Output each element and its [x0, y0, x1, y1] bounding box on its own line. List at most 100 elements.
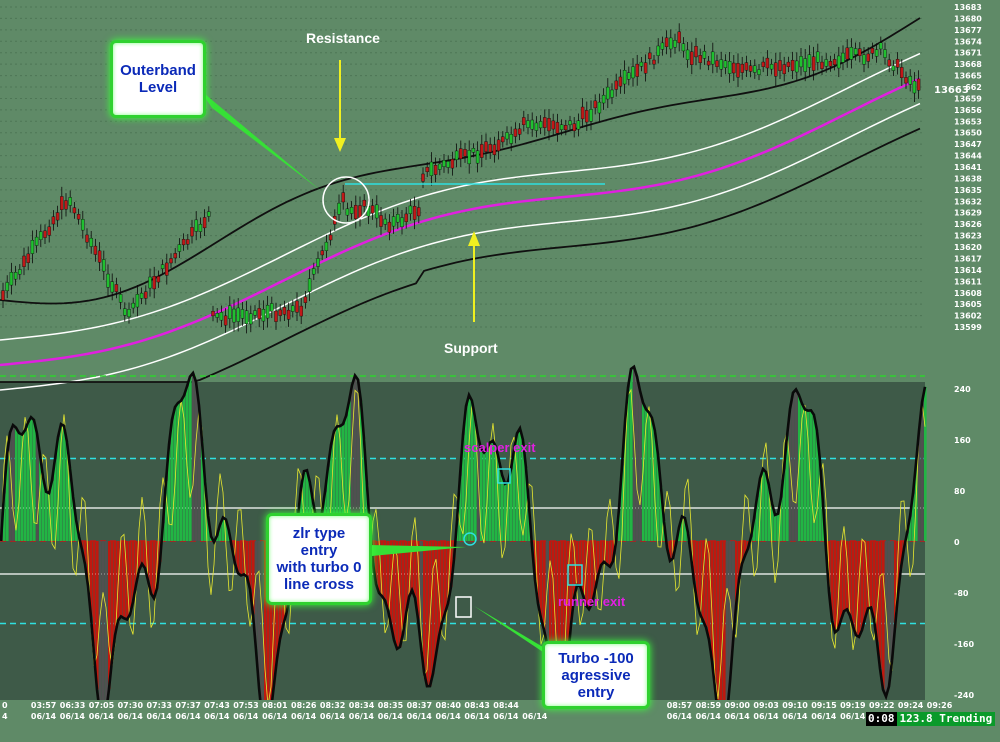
candle-body — [887, 59, 891, 67]
osc-hist-bar — [657, 455, 660, 541]
candle-body — [370, 205, 375, 214]
osc-hist-bar — [480, 448, 483, 541]
candle-body — [736, 63, 740, 78]
candle-body — [156, 276, 161, 283]
time-tick-label: 06:33 — [60, 701, 85, 710]
candle-body — [22, 255, 26, 267]
osc-hist-bar — [384, 541, 387, 601]
candle-body — [72, 207, 77, 214]
osc-hist-bar — [882, 541, 885, 690]
candle-body — [559, 124, 564, 130]
osc-hist-bar — [660, 487, 663, 541]
runner-exit-marker — [567, 564, 583, 586]
osc-hist-bar — [726, 541, 729, 715]
candle-body — [564, 125, 568, 131]
osc-hist-bar — [819, 461, 822, 541]
osc-hist-bar — [846, 541, 849, 610]
osc-hist-bar — [408, 541, 411, 597]
osc-hist-bar — [894, 541, 897, 628]
osc-hist-bar — [147, 541, 150, 581]
candle-body — [228, 305, 232, 319]
osc-hist-bar — [96, 541, 99, 690]
candle-body — [202, 217, 207, 229]
candle-body — [475, 150, 480, 164]
candle-body — [39, 231, 43, 240]
osc-hist-bar — [51, 480, 54, 541]
candle-body — [236, 307, 240, 322]
candle-body — [904, 77, 908, 84]
candle-body — [862, 54, 866, 65]
osc-hist-bar — [762, 469, 765, 541]
osc-hist-bar — [582, 541, 585, 596]
price-tick-label: 13599 — [954, 323, 982, 332]
outerband-line2: Level — [138, 79, 178, 96]
candle-body — [85, 234, 89, 243]
osc-hist-bar — [93, 541, 96, 655]
time-tick-label: 09:15 — [811, 701, 837, 710]
candle-body — [34, 236, 39, 246]
osc-hist-bar — [252, 541, 255, 615]
osc-hist-bar — [717, 541, 720, 716]
support-arrow — [468, 231, 480, 322]
osc-hist-bar — [219, 524, 222, 541]
osc-hist-bar — [891, 541, 894, 662]
osc-hist-bar — [855, 541, 858, 636]
osc-hist-bar — [444, 541, 447, 614]
osc-hist-bar — [624, 421, 627, 541]
candle-body — [9, 272, 14, 286]
osc-hist-bar — [339, 426, 342, 541]
candle-body — [169, 258, 173, 264]
candle-body — [51, 216, 56, 225]
osc-hist-bar — [570, 541, 573, 625]
upper-band-inner — [0, 52, 921, 341]
osc-hist-bar — [378, 541, 381, 593]
osc-hist-bar — [216, 535, 219, 541]
osc-hist-bar — [192, 372, 195, 541]
osc-hist-bar — [765, 472, 768, 541]
time-tick-label: 09:22 — [869, 701, 894, 710]
candle-body — [803, 58, 807, 72]
osc-hist-bar — [327, 466, 330, 541]
candle-body — [807, 54, 812, 68]
candle-body — [526, 120, 530, 128]
date-tick-label: 06/14 — [118, 712, 144, 721]
candle-body — [711, 51, 715, 65]
osc-hist-bar — [441, 541, 444, 623]
candle-body — [534, 122, 539, 131]
osc-hist-bar — [672, 541, 675, 559]
date-tick-label: 06/14 — [464, 712, 490, 721]
time-tick-label: 09:24 — [898, 701, 924, 710]
oscillator-axis: 240 160 80 0 -80 -160 -240 — [954, 385, 974, 700]
osc-hist-bar — [129, 541, 132, 615]
osc-hist-bar — [852, 541, 855, 627]
date-tick-label: 06/14 — [436, 712, 462, 721]
osc-tick-label: 0 — [954, 538, 960, 547]
candle-body — [232, 308, 236, 323]
osc-hist-bar — [432, 541, 435, 674]
price-tick-label: 13683 — [954, 3, 982, 12]
candle-body — [492, 144, 497, 155]
osc-hist-bar — [594, 541, 597, 591]
candle-body — [324, 241, 329, 251]
candle-body — [139, 292, 144, 299]
osc-hist-bar — [828, 541, 831, 593]
candle-body — [690, 51, 694, 65]
price-tick-label: 13635 — [954, 186, 982, 195]
osc-hist-bar — [18, 433, 21, 541]
time-tick-label: 08:37 — [407, 701, 432, 710]
candle-body — [278, 309, 282, 316]
candle-body — [291, 305, 295, 312]
osc-hist-bar — [45, 491, 48, 541]
osc-hist-bar — [468, 394, 471, 541]
candle-body — [148, 276, 152, 289]
osc-hist-bar — [27, 422, 30, 541]
candle-body — [580, 106, 585, 120]
osc-hist-bar — [150, 541, 153, 594]
candle-body — [484, 141, 488, 152]
osc-hist-bar — [249, 541, 252, 590]
candle-body — [337, 202, 341, 215]
turbo-line1: Turbo -100 — [558, 649, 634, 667]
osc-hist-bar — [183, 395, 186, 541]
